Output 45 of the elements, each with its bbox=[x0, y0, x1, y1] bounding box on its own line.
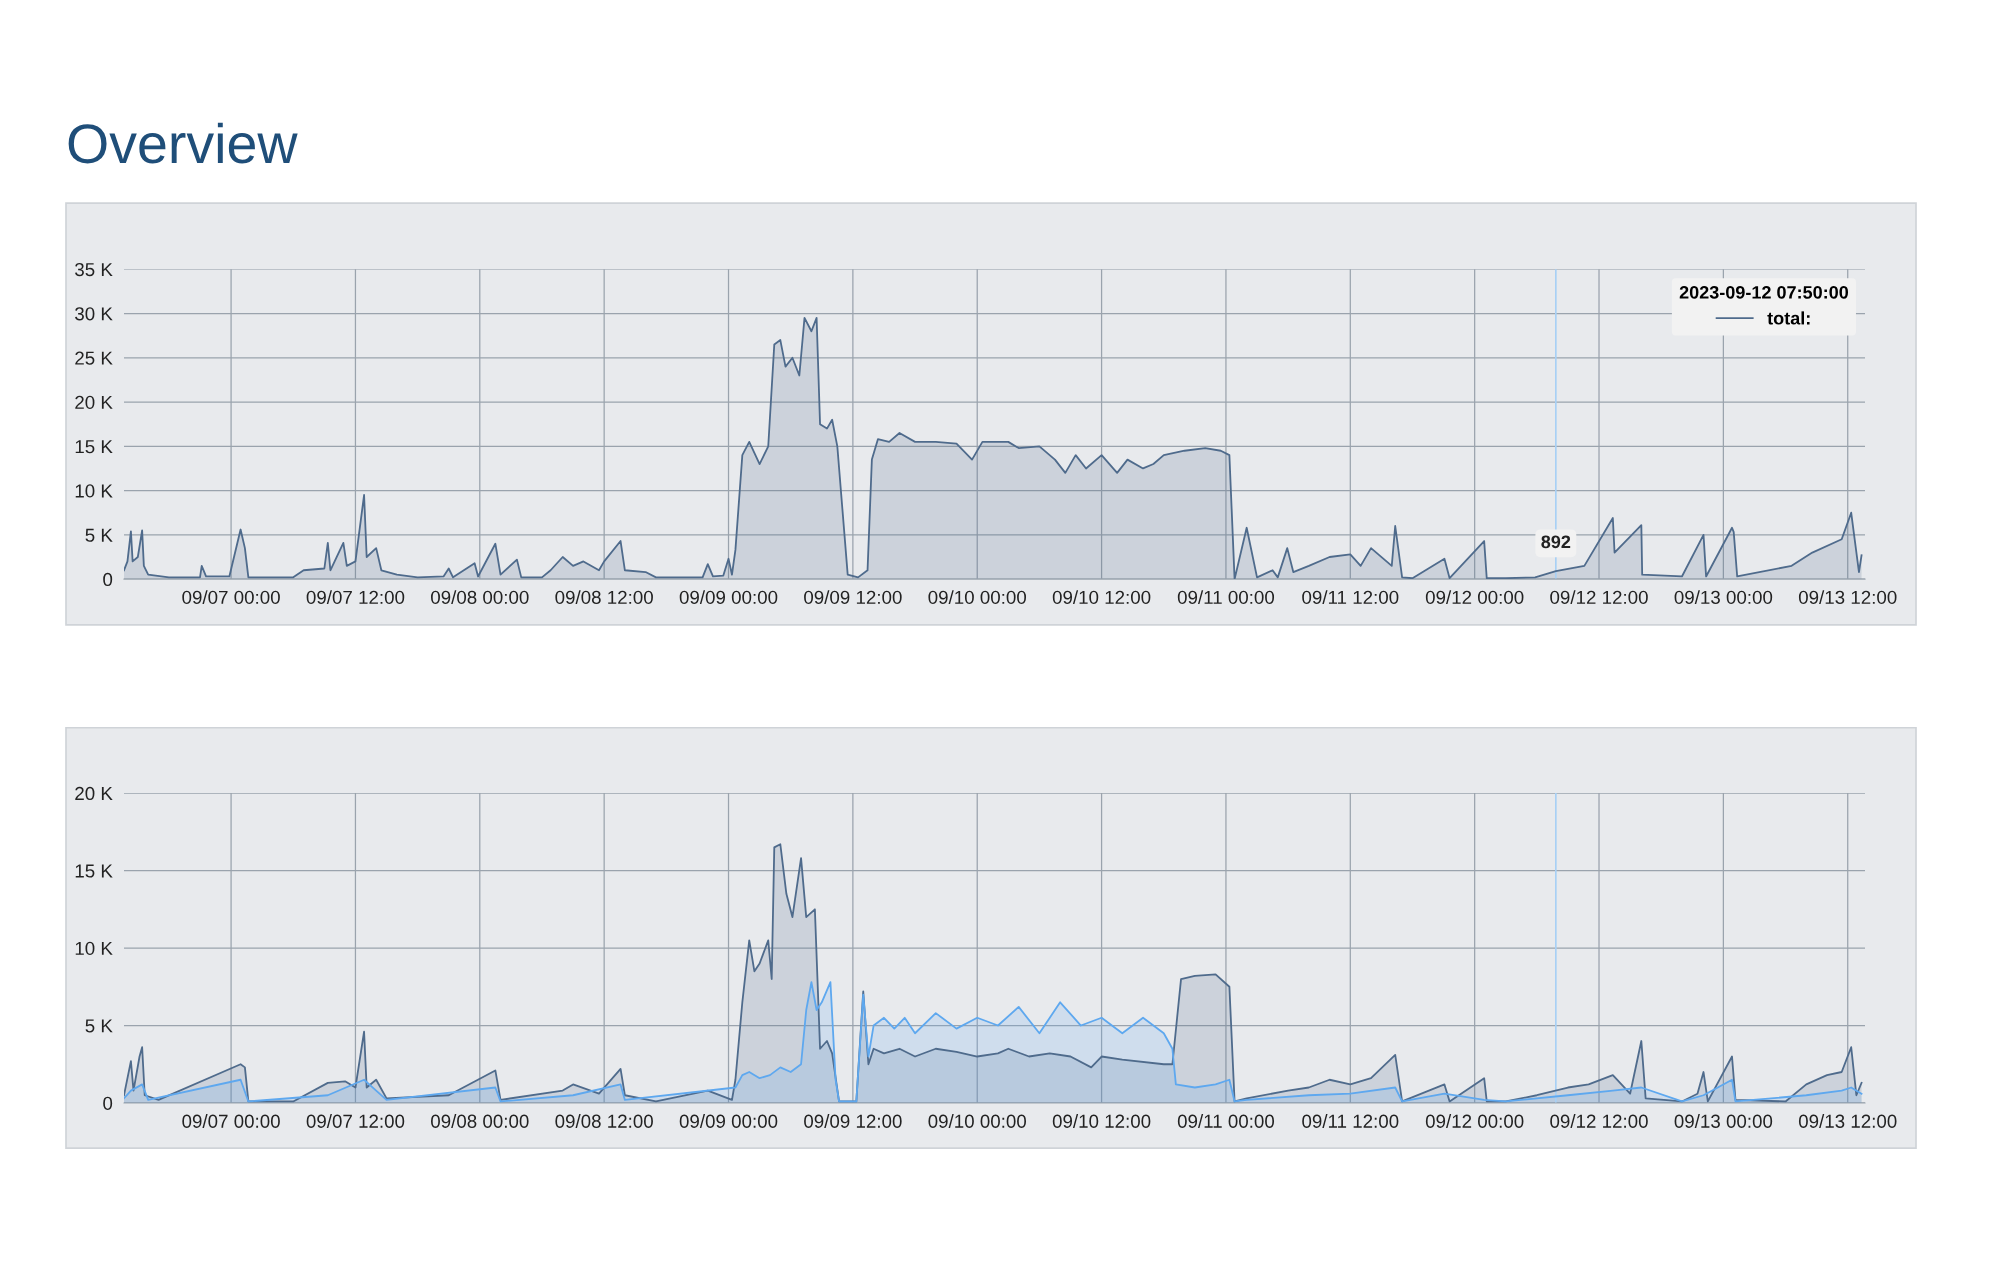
y-tick-label: 5 K bbox=[85, 528, 113, 542]
x-tick-label: 09/07 12:00 bbox=[306, 1114, 405, 1128]
y-tick-label: 15 K bbox=[75, 864, 113, 878]
x-tick-label: 09/07 00:00 bbox=[182, 590, 280, 604]
y-tick-label: 25 K bbox=[75, 351, 113, 365]
x-tick-label: 09/10 12:00 bbox=[1052, 590, 1151, 604]
y-tick-label: 5 K bbox=[85, 1019, 113, 1033]
x-tick-label: 09/07 12:00 bbox=[306, 590, 405, 604]
x-tick-label: 09/09 12:00 bbox=[804, 590, 902, 604]
y-tick-label: 15 K bbox=[75, 440, 113, 454]
legend-title: 2023-09-12 07:50:00 bbox=[1679, 285, 1849, 299]
x-tick-label: 09/11 00:00 bbox=[1177, 590, 1275, 604]
x-tick-label: 09/08 00:00 bbox=[431, 590, 529, 604]
x-tick-label: 09/12 00:00 bbox=[1425, 1114, 1524, 1128]
y-tick-label: 10 K bbox=[75, 484, 113, 498]
chart-title: Overview bbox=[68, 122, 298, 164]
annotation: 892 bbox=[1541, 535, 1571, 549]
x-tick-label: 09/12 12:00 bbox=[1550, 590, 1648, 604]
legend-label: total: bbox=[1767, 311, 1810, 325]
y-tick-label: 35 K bbox=[75, 262, 113, 277]
x-tick-label: 09/08 12:00 bbox=[555, 1114, 653, 1128]
x-tick-label: 09/09 12:00 bbox=[804, 1114, 902, 1128]
x-tick-label: 09/07 00:00 bbox=[182, 1114, 280, 1128]
x-tick-label: 09/10 00:00 bbox=[928, 1114, 1027, 1128]
x-tick-label: 09/13 12:00 bbox=[1798, 590, 1897, 604]
y-tick-label: 10 K bbox=[75, 941, 113, 956]
x-tick-label: 09/13 00:00 bbox=[1674, 1114, 1773, 1128]
y-tick-label: 0 bbox=[103, 572, 113, 587]
x-tick-label: 09/11 00:00 bbox=[1177, 1114, 1275, 1128]
x-tick-label: 09/09 00:00 bbox=[679, 1114, 778, 1128]
y-tick-label: 20 K bbox=[75, 786, 113, 801]
y-tick-label: 30 K bbox=[75, 307, 113, 321]
x-tick-label: 09/11 12:00 bbox=[1302, 1114, 1399, 1128]
y-tick-label: 0 bbox=[103, 1096, 113, 1110]
x-tick-label: 09/10 12:00 bbox=[1052, 1114, 1151, 1128]
x-tick-label: 09/13 00:00 bbox=[1674, 590, 1773, 604]
x-tick-label: 09/08 00:00 bbox=[431, 1114, 529, 1128]
x-tick-label: 09/12 00:00 bbox=[1425, 590, 1524, 604]
x-tick-label: 09/10 00:00 bbox=[928, 590, 1027, 604]
y-tick-label: 20 K bbox=[75, 395, 113, 410]
x-tick-label: 09/11 12:00 bbox=[1302, 590, 1399, 604]
x-tick-label: 09/08 12:00 bbox=[555, 590, 653, 604]
x-tick-label: 09/09 00:00 bbox=[679, 590, 778, 604]
x-tick-label: 09/13 12:00 bbox=[1798, 1114, 1897, 1128]
x-tick-label: 09/12 12:00 bbox=[1550, 1114, 1648, 1128]
